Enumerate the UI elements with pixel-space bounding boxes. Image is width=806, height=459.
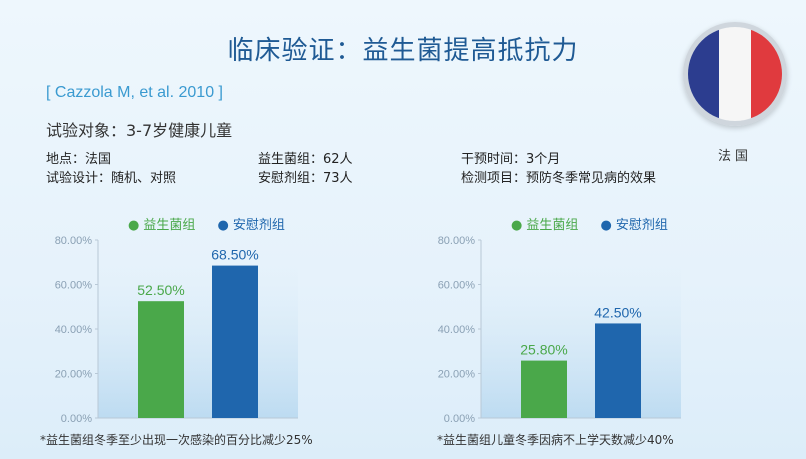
y-tick-label: 0.00% xyxy=(444,413,475,425)
legend-right: ● 益生菌组 ● 安慰剂组 xyxy=(511,214,686,233)
france-flag-icon xyxy=(683,22,787,126)
y-tick-label: 40.00% xyxy=(55,324,93,336)
data-label: 42.50% xyxy=(594,304,641,320)
legend-item-placebo: ● 安慰剂组 xyxy=(217,218,285,233)
bar-probiotic xyxy=(521,360,567,418)
chart-left: 0.00% 20.00% 40.00% 60.00% 80.00% 52.50% 68.50… xyxy=(0,230,320,434)
y-tick-label: 40.00% xyxy=(438,324,476,336)
chart-right-svg: 0.00% 20.00% 40.00% 60.00% 80.00% 25.80% 42.50… xyxy=(438,235,681,425)
bar-probiotic xyxy=(138,301,184,418)
note-left: *益生菌组冬季至少出现一次感染的百分比减少25% xyxy=(40,433,313,447)
info-placebo-group: 安慰剂组：73人 xyxy=(258,171,353,186)
bar-placebo xyxy=(595,323,641,418)
note-right: *益生菌组儿童冬季因病不上学天数减少40% xyxy=(437,433,674,447)
info-location: 地点：法国 xyxy=(46,152,112,167)
page-title: 临床验证：益生菌提高抵抗力 xyxy=(227,36,579,66)
y-tick-label: 80.00% xyxy=(55,235,93,247)
info-duration: 干预时间：3个月 xyxy=(461,152,561,167)
y-tick-label: 20.00% xyxy=(55,369,93,381)
y-tick-label: 80.00% xyxy=(438,235,476,247)
info-probiotic-group: 益生菌组：62人 xyxy=(258,152,353,167)
y-tick-label: 60.00% xyxy=(438,280,476,292)
chart-left-svg: 0.00% 20.00% 40.00% 60.00% 80.00% 52.50% 68.50… xyxy=(55,235,298,425)
info-endpoint: 检测项目：预防冬季常见病的效果 xyxy=(461,171,657,186)
citation: [ Cazzola M, et al. 2010 ] xyxy=(46,84,223,101)
data-label: 25.80% xyxy=(520,342,567,358)
legend-item-probiotic: ● 益生菌组 xyxy=(128,218,196,233)
info-design: 试验设计：随机、对照 xyxy=(46,171,177,186)
legend-item-probiotic: ● 益生菌组 xyxy=(511,218,579,233)
chart-right: 0.00% 20.00% 40.00% 60.00% 80.00% 25.80% 42.50… xyxy=(383,230,703,434)
y-tick-label: 60.00% xyxy=(55,280,93,292)
plot-background xyxy=(481,240,681,418)
study-subject: 试验对象：3-7岁健康儿童 xyxy=(46,121,233,140)
flag-label: 法国 xyxy=(718,149,753,164)
y-tick-label: 0.00% xyxy=(61,413,92,425)
data-label: 68.50% xyxy=(211,247,258,263)
legend-item-placebo: ● 安慰剂组 xyxy=(600,218,668,233)
data-label: 52.50% xyxy=(137,282,184,298)
bar-placebo xyxy=(212,265,258,418)
plot-background xyxy=(98,240,298,418)
legend-left: ● 益生菌组 ● 安慰剂组 xyxy=(128,214,303,233)
y-tick-label: 20.00% xyxy=(438,369,476,381)
